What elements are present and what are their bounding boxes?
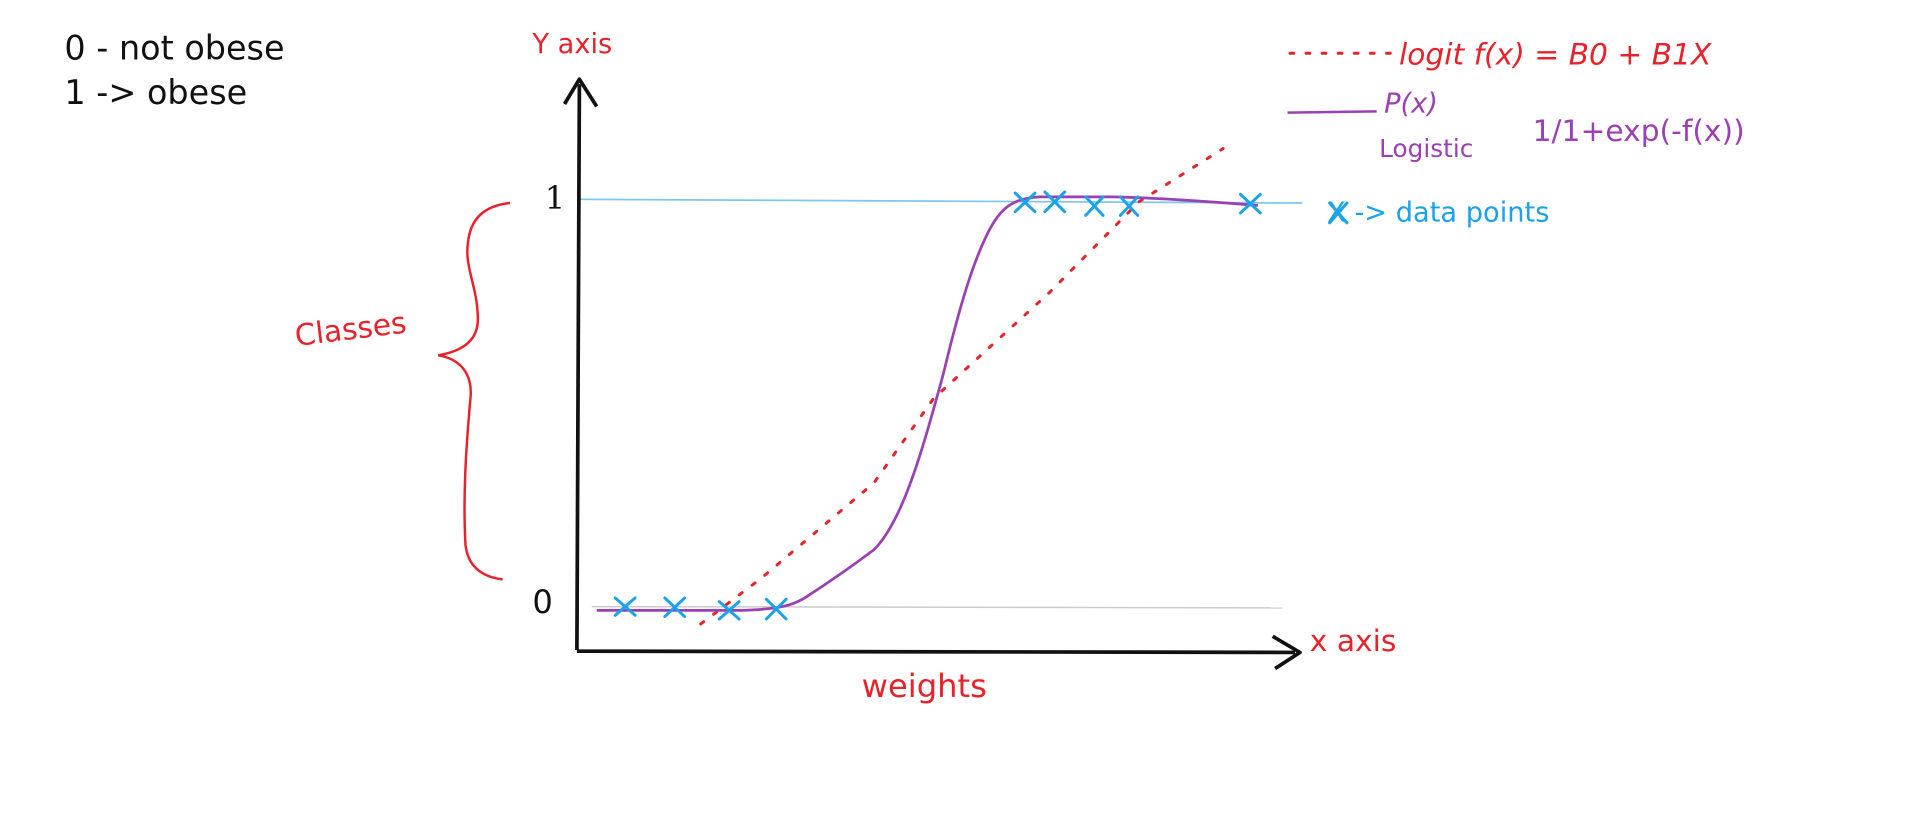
data-point-legend-marker — [1328, 201, 1349, 225]
data-point — [1118, 195, 1140, 217]
logit-line — [699, 147, 1225, 626]
data-point — [764, 597, 788, 621]
data-point — [1013, 191, 1037, 214]
p-legend-label: P(x) — [1384, 89, 1438, 121]
data-point — [1238, 192, 1262, 215]
data-point — [1084, 195, 1105, 217]
x-axis-label: x axis — [1309, 623, 1397, 659]
logistic-legend-swatch — [1287, 110, 1377, 114]
logistic-formula-label: 1/1+exp(-f(x)) — [1532, 113, 1745, 149]
x-axis-line — [576, 649, 1295, 655]
data-point — [613, 596, 637, 617]
y-axis-label: Y axis — [532, 29, 613, 61]
data-points — [613, 190, 1349, 621]
class-legend-line-1: 1 -> obese — [64, 74, 248, 113]
logistic-legend-label: Logistic — [1379, 133, 1474, 164]
data-point — [1043, 190, 1067, 214]
x-axis-arrowhead — [1271, 634, 1302, 671]
data-points-legend-label: X -> data points — [1327, 198, 1550, 230]
data-point — [717, 600, 741, 621]
y-axis-line — [575, 84, 582, 650]
logit-legend-label: logit f(x) = B0 + B1X — [1398, 37, 1712, 72]
class-legend-line-0: 0 - not obese — [64, 29, 285, 69]
logistic-curve — [596, 195, 1258, 612]
gridline-class-0 — [591, 605, 1283, 609]
y-tick-0: 0 — [532, 584, 553, 622]
y-tick-1: 1 — [544, 180, 566, 218]
classes-brace — [438, 201, 511, 581]
gridline-class-1 — [579, 198, 1303, 204]
y-axis-arrowhead — [562, 77, 599, 108]
data-point — [663, 596, 687, 619]
x-axis-caption: weights — [861, 668, 987, 706]
